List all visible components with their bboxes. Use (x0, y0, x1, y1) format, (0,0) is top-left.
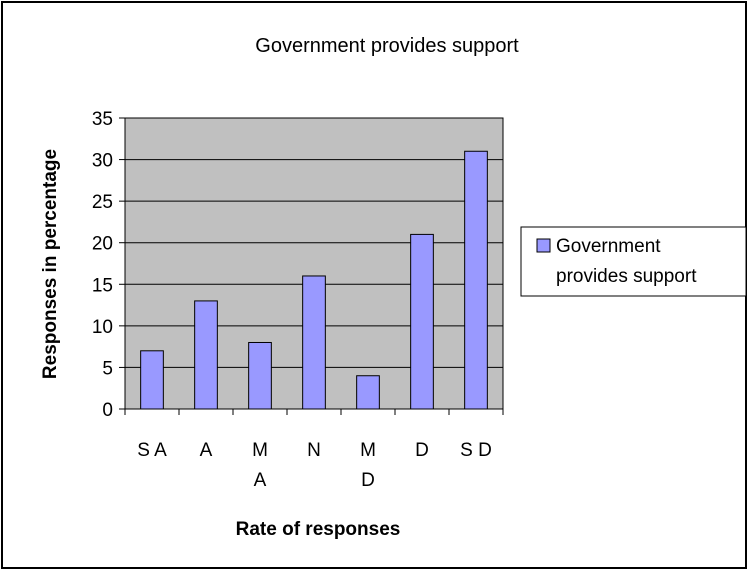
bar-m-a (248, 341, 272, 410)
y-tick-label: 35 (92, 109, 113, 130)
x-axis-label: Rate of responses (236, 519, 401, 540)
y-axis: 0 5 10 15 20 25 30 35 (92, 109, 126, 421)
x-tick-label: N (307, 440, 321, 461)
bar-m-d (356, 375, 380, 410)
x-tick-label: M (252, 440, 268, 461)
y-axis-label: Responses in percentage (40, 149, 61, 379)
bar-n (302, 275, 326, 410)
legend-label-line-2: provides support (556, 266, 697, 287)
y-tick-label: 30 (92, 151, 113, 172)
bar-sa (140, 350, 164, 410)
legend-box (520, 226, 747, 297)
x-tick-label: S D (460, 440, 492, 461)
x-tick-label: A (254, 470, 267, 491)
y-tick-label: 5 (102, 358, 113, 379)
y-tick-label: 0 (102, 400, 113, 421)
legend: Government provides support (520, 226, 747, 297)
chart-title: Government provides support (255, 35, 519, 57)
y-tick-label: 25 (92, 192, 113, 213)
bar-d (410, 233, 434, 410)
x-tick-label: M (360, 440, 376, 461)
bar-sd (464, 150, 488, 410)
legend-swatch (536, 238, 551, 253)
y-tick-label: 15 (92, 275, 113, 296)
x-tick-label: D (361, 470, 375, 491)
y-tick-label: 10 (92, 317, 113, 338)
x-axis: S A A MAN MDD S D (124, 408, 504, 491)
bars (140, 150, 488, 410)
x-tick-label: D (415, 440, 429, 461)
x-tick-label: S A (137, 440, 167, 461)
y-tick-label: 20 (92, 234, 113, 255)
bar-a (194, 300, 218, 410)
x-tick-label: A (200, 440, 213, 461)
legend-label-line-1: Government (556, 236, 661, 257)
